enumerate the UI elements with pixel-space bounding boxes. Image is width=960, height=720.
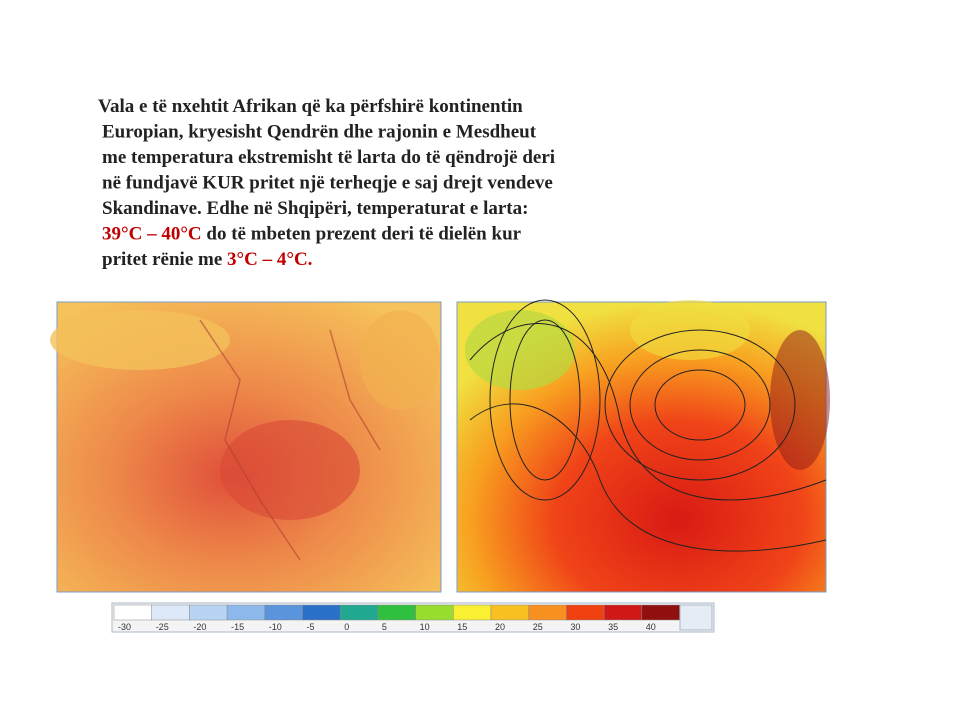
legend-swatch (113, 604, 152, 621)
legend-label: -30 (118, 622, 131, 632)
text-run: Vala e të nxehtit Afrikan që ka përfshir… (98, 96, 523, 117)
legend-label: -5 (307, 622, 315, 632)
legend-swatch (528, 604, 567, 621)
text-run: pritet rënie me (102, 249, 227, 270)
map-left (50, 301, 442, 593)
legend-swatch (453, 604, 492, 621)
text-run: 39°C – 40°C (102, 224, 202, 245)
legend-label: -25 (156, 622, 169, 632)
legend-label: 35 (608, 622, 618, 632)
legend-swatch (415, 604, 454, 621)
legend-swatch (189, 604, 228, 621)
legend-label: -20 (193, 622, 206, 632)
legend-label: 20 (495, 622, 505, 632)
legend-end (679, 604, 713, 631)
text-run: 3°C – 4°C. (227, 249, 312, 270)
legend-swatch (490, 604, 529, 621)
legend-label: 10 (420, 622, 430, 632)
text-run: do të mbeten prezent deri të dielën kur (202, 224, 522, 245)
paragraph: Vala e të nxehtit Afrikan që ka përfshir… (98, 96, 555, 270)
legend: -30 -25 -20 -15 -10 -5 0 5 10 15 20 25 30 35 40 (113, 604, 680, 632)
legend-swatch (226, 604, 266, 621)
legend-swatch (151, 604, 190, 621)
legend-label: 0 (344, 622, 349, 632)
text-run: në fundjavë KUR pritet një terheqje e sa… (102, 173, 553, 194)
legend-swatch (566, 604, 605, 621)
legend-swatch (641, 604, 680, 621)
legend-label: 40 (646, 622, 656, 632)
text-run: Skandinave. Edhe në Shqipëri, temperatur… (102, 198, 528, 219)
legend-swatch (302, 604, 341, 621)
legend-swatch (603, 604, 643, 621)
legend-label: 30 (570, 622, 580, 632)
legend-label: -10 (269, 622, 282, 632)
text-run: Europian, kryesisht Qendrën dhe rajonin … (102, 122, 537, 143)
map-right (456, 299, 830, 593)
legend-label: -15 (231, 622, 244, 632)
legend-swatch (264, 604, 303, 621)
legend-swatch (339, 604, 379, 621)
legend-label: 25 (533, 622, 543, 632)
legend-label: 15 (457, 622, 467, 632)
legend-swatch (377, 604, 416, 621)
text-run: me temperatura ekstremisht të larta do t… (102, 147, 555, 168)
legend-label: 5 (382, 622, 387, 632)
